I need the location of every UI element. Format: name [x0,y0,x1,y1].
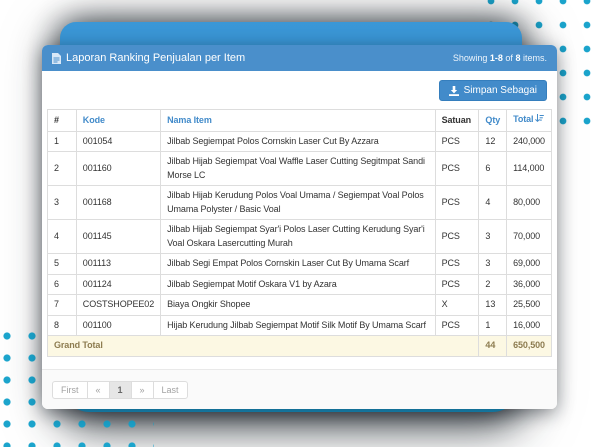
header-qty[interactable]: Qty [478,109,508,132]
ranking-table: # Kode Nama Item Satuan Qty Total 1 0010… [46,109,552,357]
results-summary: Showing 1-8 of 8 items. [452,53,547,63]
table-row: 3 001168 Jilbab Hijab Kerudung Polos Voa… [47,185,552,220]
pagination: First « 1 » Last [52,380,188,399]
table-row: 5 001113 Jilbab Segi Empat Polos Cornski… [47,253,552,275]
download-icon [448,85,459,96]
panel-title: Laporan Ranking Penjualan per Item [66,52,246,64]
prev-page-button[interactable]: « [86,380,110,399]
header-total[interactable]: Total [506,109,552,132]
panel-body: Simpan Sebagai # Kode Nama Item Satuan Q… [42,71,557,361]
table-row: 1 001054 Jilbab Segiempat Polos Cornskin… [47,130,552,152]
grand-total-qty: 44 [478,335,508,357]
report-panel: Laporan Ranking Penjualan per Item Showi… [42,45,557,409]
panel-header: Laporan Ranking Penjualan per Item Showi… [42,45,557,71]
header-satuan: Satuan [434,109,480,132]
header-number: # [47,109,77,132]
sort-amount-icon [535,114,545,125]
header-kode[interactable]: Kode [75,109,162,132]
table-row: 6 001124 Jilbab Segiempat Motif Oskara V… [47,273,552,295]
table-header-row: # Kode Nama Item Satuan Qty Total [47,109,552,132]
table-row: 4 001145 Jilbab Hijab Segiempat Syar'i P… [47,219,552,254]
table-row: 7 COSTSHOPEE02 Biaya Ongkir Shopee X 13 … [47,294,552,316]
last-page-button[interactable]: Last [152,380,188,399]
next-page-button[interactable]: » [130,380,154,399]
grand-total-value: 650,500 [506,335,552,357]
table-row: 8 001100 Hijab Kerudung Jilbab Segiempat… [47,314,552,336]
save-as-button[interactable]: Simpan Sebagai [438,80,547,101]
grand-total-row: Grand Total 44 650,500 [46,335,552,357]
table-row: 2 001160 Jilbab Hijab Segiempat Voal Waf… [47,151,552,186]
report-file-icon [52,52,61,64]
grand-total-label: Grand Total [46,335,480,357]
first-page-button[interactable]: First [52,380,88,399]
header-nama-item[interactable]: Nama Item [160,109,436,132]
page-1-button[interactable]: 1 [108,380,132,399]
panel-footer: First « 1 » Last [42,368,557,409]
